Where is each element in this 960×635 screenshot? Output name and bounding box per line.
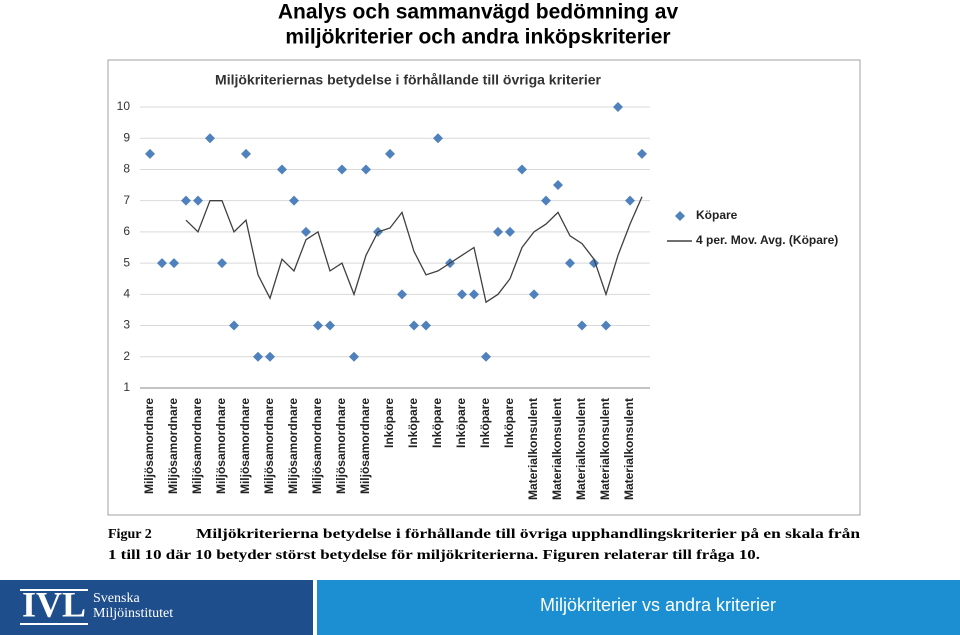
y-tick-label: 6 [123, 224, 130, 238]
data-point [145, 148, 155, 159]
data-point [217, 258, 227, 269]
data-point [361, 164, 371, 175]
data-point [577, 320, 587, 331]
x-tick-label: Miljösamordnare [166, 398, 180, 494]
data-point [277, 164, 287, 175]
data-point [169, 258, 179, 269]
data-point [301, 226, 311, 237]
x-tick-label: Miljösamordnare [190, 398, 204, 494]
x-tick-label: Miljösamordnare [310, 398, 324, 494]
x-tick-label: Materialkonsulent [574, 398, 588, 500]
data-point [337, 164, 347, 175]
chart-title: Miljökriteriernas betydelse i förhålland… [215, 72, 601, 88]
data-point [421, 320, 431, 331]
chart-frame [107, 59, 861, 516]
data-point [289, 195, 299, 206]
data-point [433, 133, 443, 144]
x-tick-label: Miljösamordnare [214, 398, 228, 494]
data-point [553, 180, 563, 191]
data-point [349, 351, 359, 362]
y-tick-label: 5 [123, 255, 130, 269]
data-point [229, 320, 239, 331]
data-point [325, 320, 335, 331]
x-tick-label: Inköpare [478, 398, 492, 448]
data-point [193, 195, 203, 206]
x-tick-label: Miljösamordnare [262, 398, 276, 494]
logo: IVL [22, 584, 86, 624]
logo-org: Svenska [93, 591, 140, 606]
data-point [613, 102, 623, 112]
x-tick-label: Miljösamordnare [142, 398, 156, 494]
x-tick-label: Inköpare [382, 398, 396, 448]
slide-title: miljökriterier och andra inköpskriterier [285, 26, 670, 49]
footer-band [317, 580, 960, 635]
data-point [409, 320, 419, 331]
legend-label: 4 per. Mov. Avg. (Köpare) [696, 233, 838, 247]
data-point [601, 320, 611, 331]
figure-caption: Miljökriterierna betydelse i förhållande… [196, 527, 860, 542]
x-tick-label: Inköpare [502, 398, 516, 448]
x-tick-label: Materialkonsulent [622, 398, 636, 500]
data-point [253, 351, 263, 362]
y-tick-label: 10 [117, 99, 131, 113]
data-point [493, 226, 503, 237]
y-tick-label: 1 [123, 380, 130, 394]
figure-caption: 1 till 10 där 10 betyder störst betydels… [108, 548, 760, 563]
data-point [205, 133, 215, 144]
x-tick-label: Miljösamordnare [238, 398, 252, 494]
y-tick-label: 9 [123, 130, 130, 144]
data-point [541, 195, 551, 206]
y-tick-label: 3 [123, 318, 130, 332]
legend-label: Köpare [696, 208, 738, 222]
data-point [385, 148, 395, 159]
data-point [481, 351, 491, 362]
x-tick-label: Miljösamordnare [358, 398, 372, 494]
x-tick-label: Inköpare [430, 398, 444, 448]
moving-average-line [185, 196, 643, 304]
data-point [457, 289, 467, 300]
footer-text: Miljökriterier vs andra kriterier [540, 595, 776, 615]
slide-title: Analys och sammanvägd bedömning av [278, 1, 679, 24]
x-tick-label: Miljösamordnare [334, 398, 348, 494]
data-point [469, 289, 479, 300]
y-tick-label: 2 [123, 349, 130, 363]
data-point [637, 148, 647, 159]
data-point [505, 226, 515, 237]
figure-label: Figur 2 [108, 527, 152, 542]
x-tick-label: Materialkonsulent [550, 398, 564, 500]
data-point [397, 289, 407, 300]
x-tick-label: Inköpare [406, 398, 420, 448]
x-tick-label: Miljösamordnare [286, 398, 300, 494]
data-point [181, 195, 191, 206]
x-tick-label: Materialkonsulent [598, 398, 612, 500]
data-point [625, 195, 635, 206]
data-point [241, 148, 251, 159]
data-point [157, 258, 167, 269]
data-point [529, 289, 539, 300]
data-point [565, 258, 575, 269]
x-tick-label: Inköpare [454, 398, 468, 448]
y-tick-label: 8 [123, 162, 130, 176]
data-point [313, 320, 323, 331]
data-point [517, 164, 527, 175]
legend-marker [675, 211, 685, 221]
x-tick-label: Materialkonsulent [526, 398, 540, 500]
data-point [265, 351, 275, 362]
logo-org: Miljöinstitutet [93, 606, 173, 621]
y-tick-label: 7 [123, 193, 130, 207]
y-tick-label: 4 [123, 287, 130, 301]
